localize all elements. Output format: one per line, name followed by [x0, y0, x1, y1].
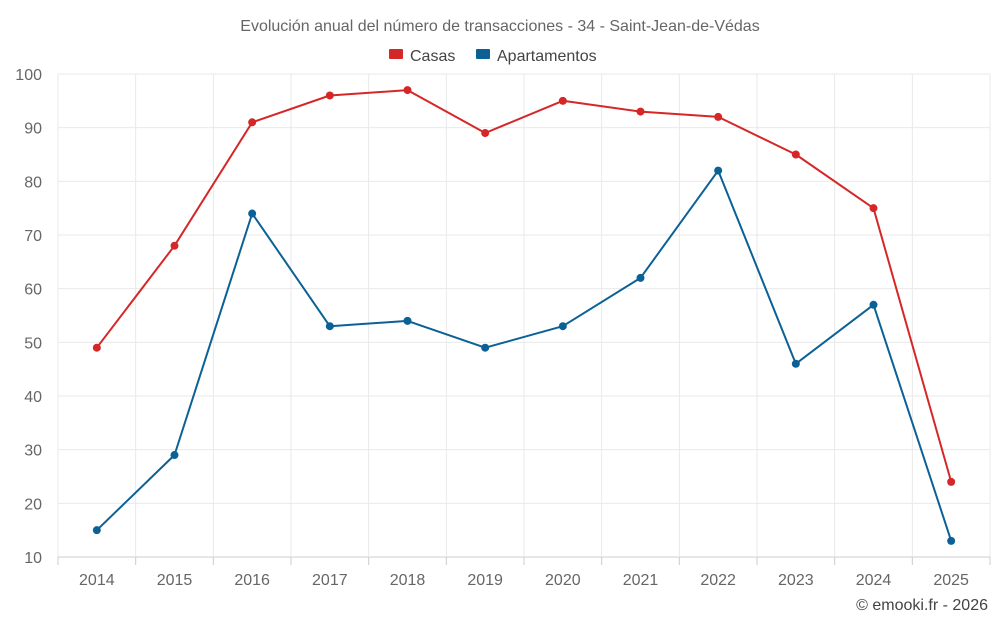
x-axis: 2014 2015 2016 2017 2018 2019 2020 2021 2022 2023…: [79, 572, 969, 589]
series-line-casas: [96, 89, 953, 483]
y-tick-label: 60: [24, 282, 42, 299]
data-point-apartamentos[interactable]: [248, 209, 257, 218]
series-layer: [92, 86, 956, 545]
x-tick-label: 2023: [778, 572, 814, 589]
x-tick-label: 2018: [390, 572, 426, 589]
x-tick-label: 2020: [545, 572, 581, 589]
legend-swatch-apartamentos: [476, 49, 490, 59]
chart-title: Evolución anual del número de transaccio…: [240, 18, 759, 35]
y-tick-label: 40: [24, 389, 42, 406]
y-tick-label: 70: [24, 228, 42, 245]
data-point-apartamentos[interactable]: [403, 316, 412, 325]
legend: Casas Apartamentos: [389, 48, 597, 65]
y-tick-label: 20: [24, 496, 42, 513]
credit-text: © emooki.fr - 2026: [856, 597, 988, 614]
x-tick-label: 2021: [623, 572, 659, 589]
data-point-casas[interactable]: [248, 118, 257, 127]
x-tick-label: 2025: [933, 572, 969, 589]
x-tick-label: 2022: [700, 572, 736, 589]
data-point-apartamentos[interactable]: [92, 526, 101, 535]
y-tick-label: 50: [24, 335, 42, 352]
data-point-casas[interactable]: [869, 204, 878, 213]
data-point-apartamentos[interactable]: [481, 343, 490, 352]
legend-label-apartamentos[interactable]: Apartamentos: [497, 48, 597, 65]
data-point-casas[interactable]: [170, 241, 179, 250]
y-axis: 10 20 30 40 50 60 70 80 90 100: [15, 67, 42, 567]
data-point-casas[interactable]: [636, 107, 645, 116]
x-tick-label: 2014: [79, 572, 115, 589]
data-point-casas[interactable]: [481, 129, 490, 138]
series-line-apartamentos: [96, 169, 953, 542]
data-point-apartamentos[interactable]: [714, 166, 723, 175]
legend-label-casas[interactable]: Casas: [410, 48, 455, 65]
grid: [57, 73, 991, 565]
data-point-apartamentos[interactable]: [325, 322, 334, 331]
y-tick-label: 10: [24, 550, 42, 567]
data-point-casas[interactable]: [714, 112, 723, 121]
data-point-casas[interactable]: [791, 150, 800, 159]
legend-swatch-casas: [389, 49, 403, 59]
data-point-casas[interactable]: [403, 86, 412, 95]
x-tick-label: 2015: [157, 572, 193, 589]
data-point-casas[interactable]: [558, 96, 567, 105]
y-tick-label: 100: [15, 67, 42, 84]
data-point-apartamentos[interactable]: [869, 300, 878, 309]
data-point-apartamentos[interactable]: [947, 536, 956, 545]
x-tick-label: 2024: [856, 572, 892, 589]
y-tick-label: 90: [24, 121, 42, 138]
x-tick-label: 2019: [467, 572, 503, 589]
data-point-apartamentos[interactable]: [558, 322, 567, 331]
data-point-casas[interactable]: [92, 343, 101, 352]
x-tick-label: 2016: [234, 572, 270, 589]
data-point-apartamentos[interactable]: [170, 451, 179, 460]
y-tick-label: 30: [24, 443, 42, 460]
data-point-apartamentos[interactable]: [636, 273, 645, 282]
data-point-apartamentos[interactable]: [791, 359, 800, 368]
x-tick-label: 2017: [312, 572, 348, 589]
y-tick-label: 80: [24, 174, 42, 191]
data-point-casas[interactable]: [325, 91, 334, 100]
data-point-casas[interactable]: [947, 477, 956, 486]
